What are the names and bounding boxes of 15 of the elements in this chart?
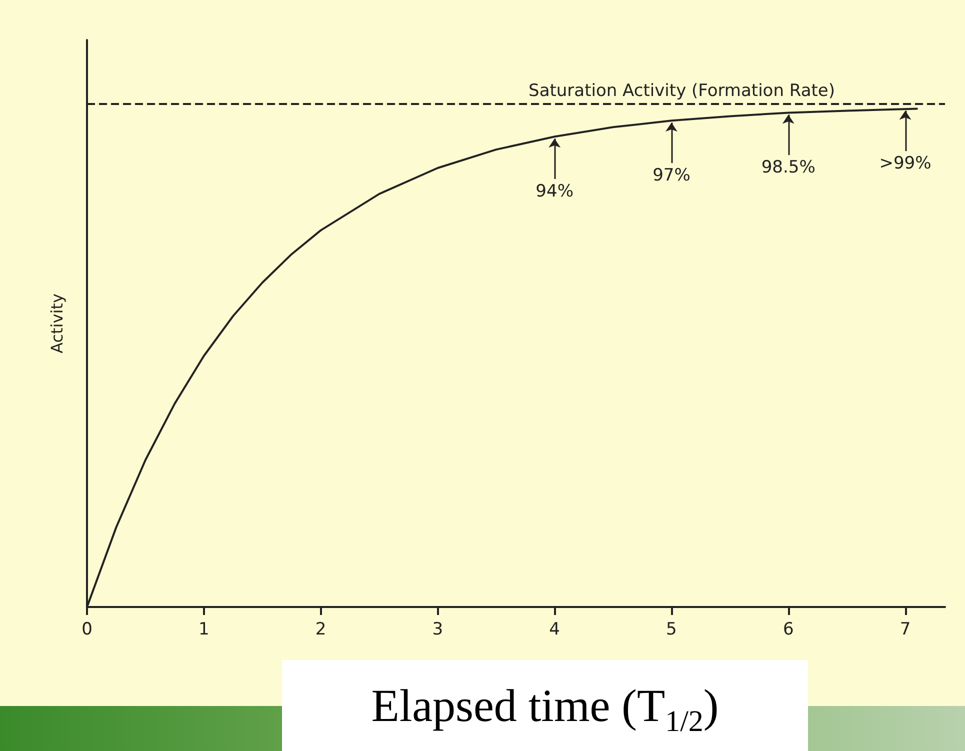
annotation: >99% [879,154,932,174]
x-tick-label: 7 [900,620,911,640]
ref-line-label: Saturation Activity (Formation Rate) [528,81,835,102]
x-tick-label: 5 [666,620,677,640]
annotation: 94% [536,181,574,202]
annotation: 98.5% [761,158,816,178]
x-tick-label: 0 [82,620,92,640]
x-tick-label: 4 [549,620,560,640]
x-tick-label: 1 [198,620,210,640]
x-tick-label: 3 [432,620,444,640]
x-axis-title: Elapsed time (T$_{1/2}$) [282,660,808,751]
y-axis-title: Activity [48,294,66,354]
x-tick-label: 2 [315,620,326,640]
x-tick-label: 6 [782,620,794,640]
annotation: 97% [652,166,690,186]
